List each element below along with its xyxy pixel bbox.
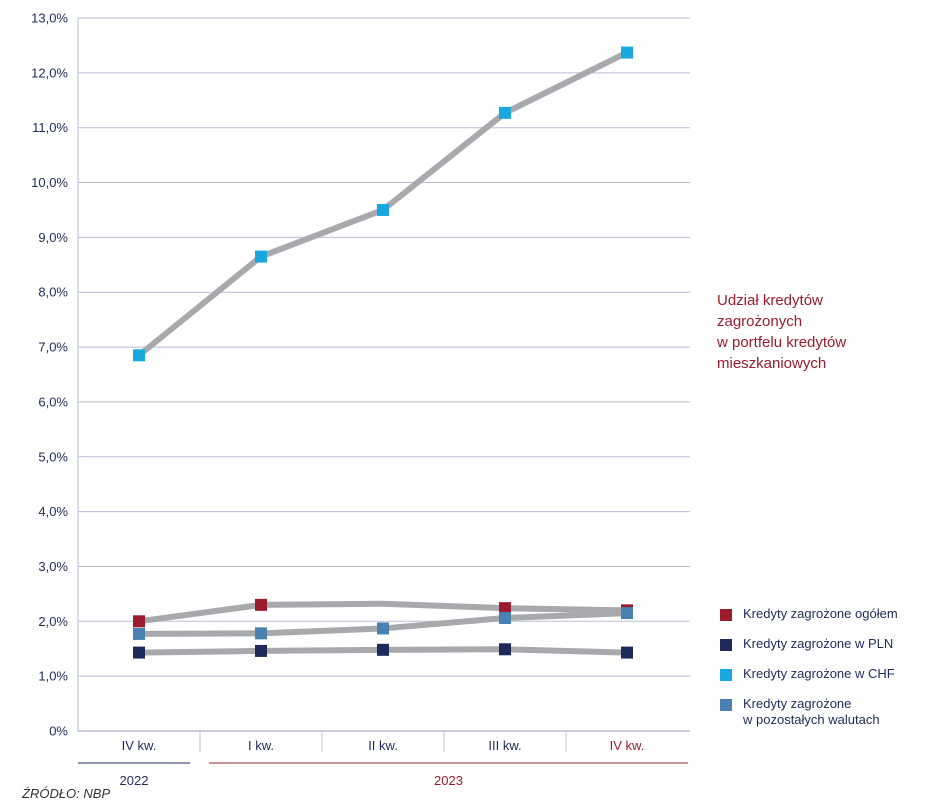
legend-label: Kredyty zagrożone w CHF: [743, 666, 895, 681]
series-lines: [136, 49, 630, 656]
data-point: [377, 203, 389, 216]
data-point: [133, 627, 145, 640]
legend-swatch: [720, 639, 732, 651]
source-note: ŹRÓDŁO: NBP: [22, 786, 111, 801]
annotation-text: Udział kredytów zagrożonych w portfelu k…: [717, 292, 847, 372]
y-tick-label: 0%: [49, 724, 68, 739]
y-tick-label: 5,0%: [38, 449, 68, 464]
legend-swatch: [720, 609, 732, 621]
data-point: [499, 612, 511, 625]
y-tick-label: 8,0%: [38, 285, 68, 300]
y-tick-label: 4,0%: [38, 504, 68, 519]
series-line: [136, 600, 630, 625]
y-tick-label: 3,0%: [38, 559, 68, 574]
y-tick-label: 12,0%: [31, 65, 68, 80]
legend: Kredyty zagrożone ogółem Kredyty zagrożon…: [720, 606, 945, 742]
y-tick-label: 11,0%: [32, 120, 68, 135]
legend-label: Kredyty zagrożone w PLN: [743, 636, 894, 651]
data-point: [621, 607, 633, 620]
y-tick-label: 9,0%: [38, 230, 68, 245]
data-point: [255, 598, 267, 611]
legend-item: Kredyty zagrożone w PLN: [720, 636, 945, 652]
year-label: 2023: [434, 773, 463, 788]
x-tick-label: I kw.: [248, 738, 274, 753]
legend-item: Kredyty zagrożone w pozostałych walutach: [720, 696, 945, 728]
x-tick-label: III kw.: [488, 738, 521, 753]
y-tick-label: 2,0%: [38, 614, 68, 629]
x-tick-label: IV kw.: [122, 738, 157, 753]
chart-annotation: Udział kredytów zagrożonych w portfelu k…: [717, 290, 927, 374]
y-tick-label: 13,0%: [31, 11, 68, 26]
data-point: [377, 643, 389, 656]
data-point: [255, 250, 267, 263]
series-line: [136, 49, 630, 359]
data-point: [621, 46, 633, 59]
y-tick-label: 10,0%: [31, 175, 68, 190]
data-point: [133, 646, 145, 659]
legend-swatch: [720, 669, 732, 681]
series-markers: [133, 46, 633, 659]
legend-item: Kredyty zagrożone w CHF: [720, 666, 945, 682]
y-axis: 0% 1,0% 2,0% 3,0% 4,0% 5,0% 6,0% 7,0% 8,0% 9,0% 10…: [31, 11, 79, 739]
gridlines: [78, 17, 690, 677]
legend-item: Kredyty zagrożone ogółem: [720, 606, 945, 622]
data-point: [255, 627, 267, 640]
data-point: [621, 646, 633, 659]
data-point: [255, 644, 267, 657]
year-label: 2022: [120, 773, 149, 788]
data-point: [499, 602, 511, 615]
y-tick-label: 6,0%: [38, 394, 68, 409]
data-point: [499, 106, 511, 119]
legend-label: Kredyty zagrożone w pozostałych walutach: [743, 696, 880, 727]
legend-label: Kredyty zagrożone ogółem: [743, 606, 898, 621]
data-point: [133, 615, 145, 628]
x-tick-label: II kw.: [368, 738, 398, 753]
y-tick-label: 7,0%: [38, 340, 68, 355]
x-tick-label: IV kw.: [610, 738, 645, 753]
x-axis: IV kw. I kw. II kw. III kw. IV kw. 2022 2023: [78, 730, 690, 788]
data-point: [133, 349, 145, 362]
legend-swatch: [720, 699, 732, 711]
data-point: [499, 643, 511, 656]
y-tick-label: 1,0%: [38, 669, 68, 684]
data-point: [377, 622, 389, 635]
